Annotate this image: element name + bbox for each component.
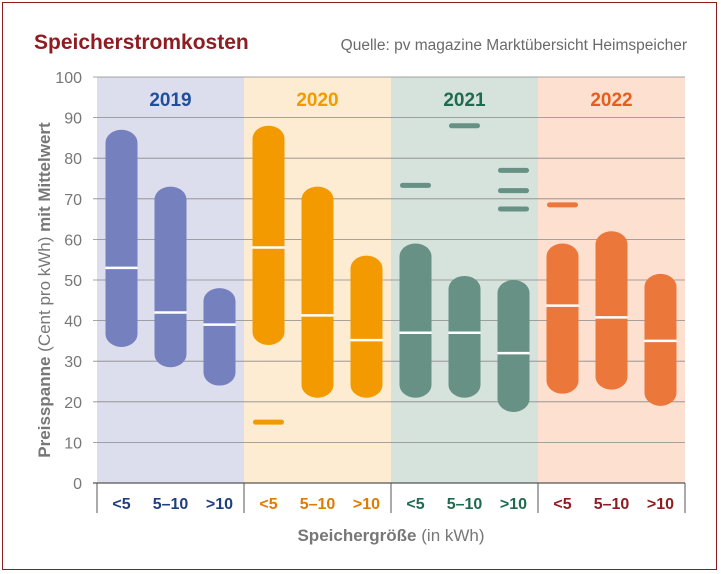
y-tick-label: 100 <box>55 70 82 87</box>
chart-title: Speicherstromkosten <box>34 31 249 54</box>
range-bar-2019-0 <box>105 129 138 347</box>
range-bar-2019-1 <box>154 186 187 368</box>
x-tick-label-2020-0: <5 <box>259 496 277 513</box>
year-label-2019: 2019 <box>149 90 191 111</box>
y-axis-label-bold2: mit Mittelwert <box>35 122 54 232</box>
y-tick-label: 0 <box>73 476 82 493</box>
range-bar-2020-2 <box>350 255 383 398</box>
x-axis-label-unit: (in kWh) <box>421 526 484 545</box>
range-bar-2019-2 <box>203 288 236 386</box>
year-label-2020: 2020 <box>296 90 338 111</box>
plot-area: 0 10 20 30 40 50 60 70 80 90 100 2019 <5 5–10 >10 2020 <… <box>55 70 686 513</box>
year-label-2021: 2021 <box>443 90 486 111</box>
year-label-2022: 2022 <box>590 90 632 111</box>
x-tick-label-2019-1: 5–10 <box>153 496 189 513</box>
x-tick-label-2021-0: <5 <box>406 496 424 513</box>
y-tick-label: 70 <box>64 192 82 209</box>
x-tick-label-2019-0: <5 <box>112 496 130 513</box>
x-tick-label-2021-1: 5–10 <box>447 496 483 513</box>
x-axis-label: Speichergröße (in kWh) <box>297 526 484 545</box>
range-bar-2021-2 <box>497 280 530 412</box>
x-tick-label-2022-0: <5 <box>553 496 571 513</box>
y-axis-label: Preisspanne (Cent pro kWh) mit Mittelwer… <box>35 122 54 458</box>
x-axis-label-bold: Speichergröße <box>297 526 416 545</box>
chart-source: Quelle: pv magazine Marktübersicht Heims… <box>341 37 687 54</box>
range-bar-2022-0 <box>546 243 579 394</box>
y-tick-label: 60 <box>64 232 82 249</box>
range-bar-2020-1 <box>301 186 334 398</box>
y-axis-label-bold: Preisspanne <box>35 357 54 458</box>
y-tick-label: 80 <box>64 151 82 168</box>
y-tick-label: 30 <box>64 354 82 371</box>
y-tick-label: 50 <box>64 273 82 290</box>
y-tick-label: 40 <box>64 314 82 331</box>
y-tick-label: 20 <box>64 395 82 412</box>
range-bar-2020-0 <box>252 125 285 345</box>
x-tick-label-2021-2: >10 <box>500 496 527 513</box>
x-tick-label-2019-2: >10 <box>206 496 233 513</box>
y-axis-label-unit: (Cent pro kWh) <box>35 232 54 352</box>
range-bar-2022-1 <box>595 231 628 390</box>
range-bar-2021-0 <box>399 243 432 398</box>
x-tick-label-2020-2: >10 <box>353 496 380 513</box>
y-tick-label: 10 <box>64 435 82 452</box>
range-bar-2021-1 <box>448 275 481 398</box>
x-tick-label-2020-1: 5–10 <box>300 496 336 513</box>
x-tick-label-2022-1: 5–10 <box>594 496 630 513</box>
y-tick-label: 90 <box>64 111 82 128</box>
x-tick-label-2022-2: >10 <box>647 496 674 513</box>
